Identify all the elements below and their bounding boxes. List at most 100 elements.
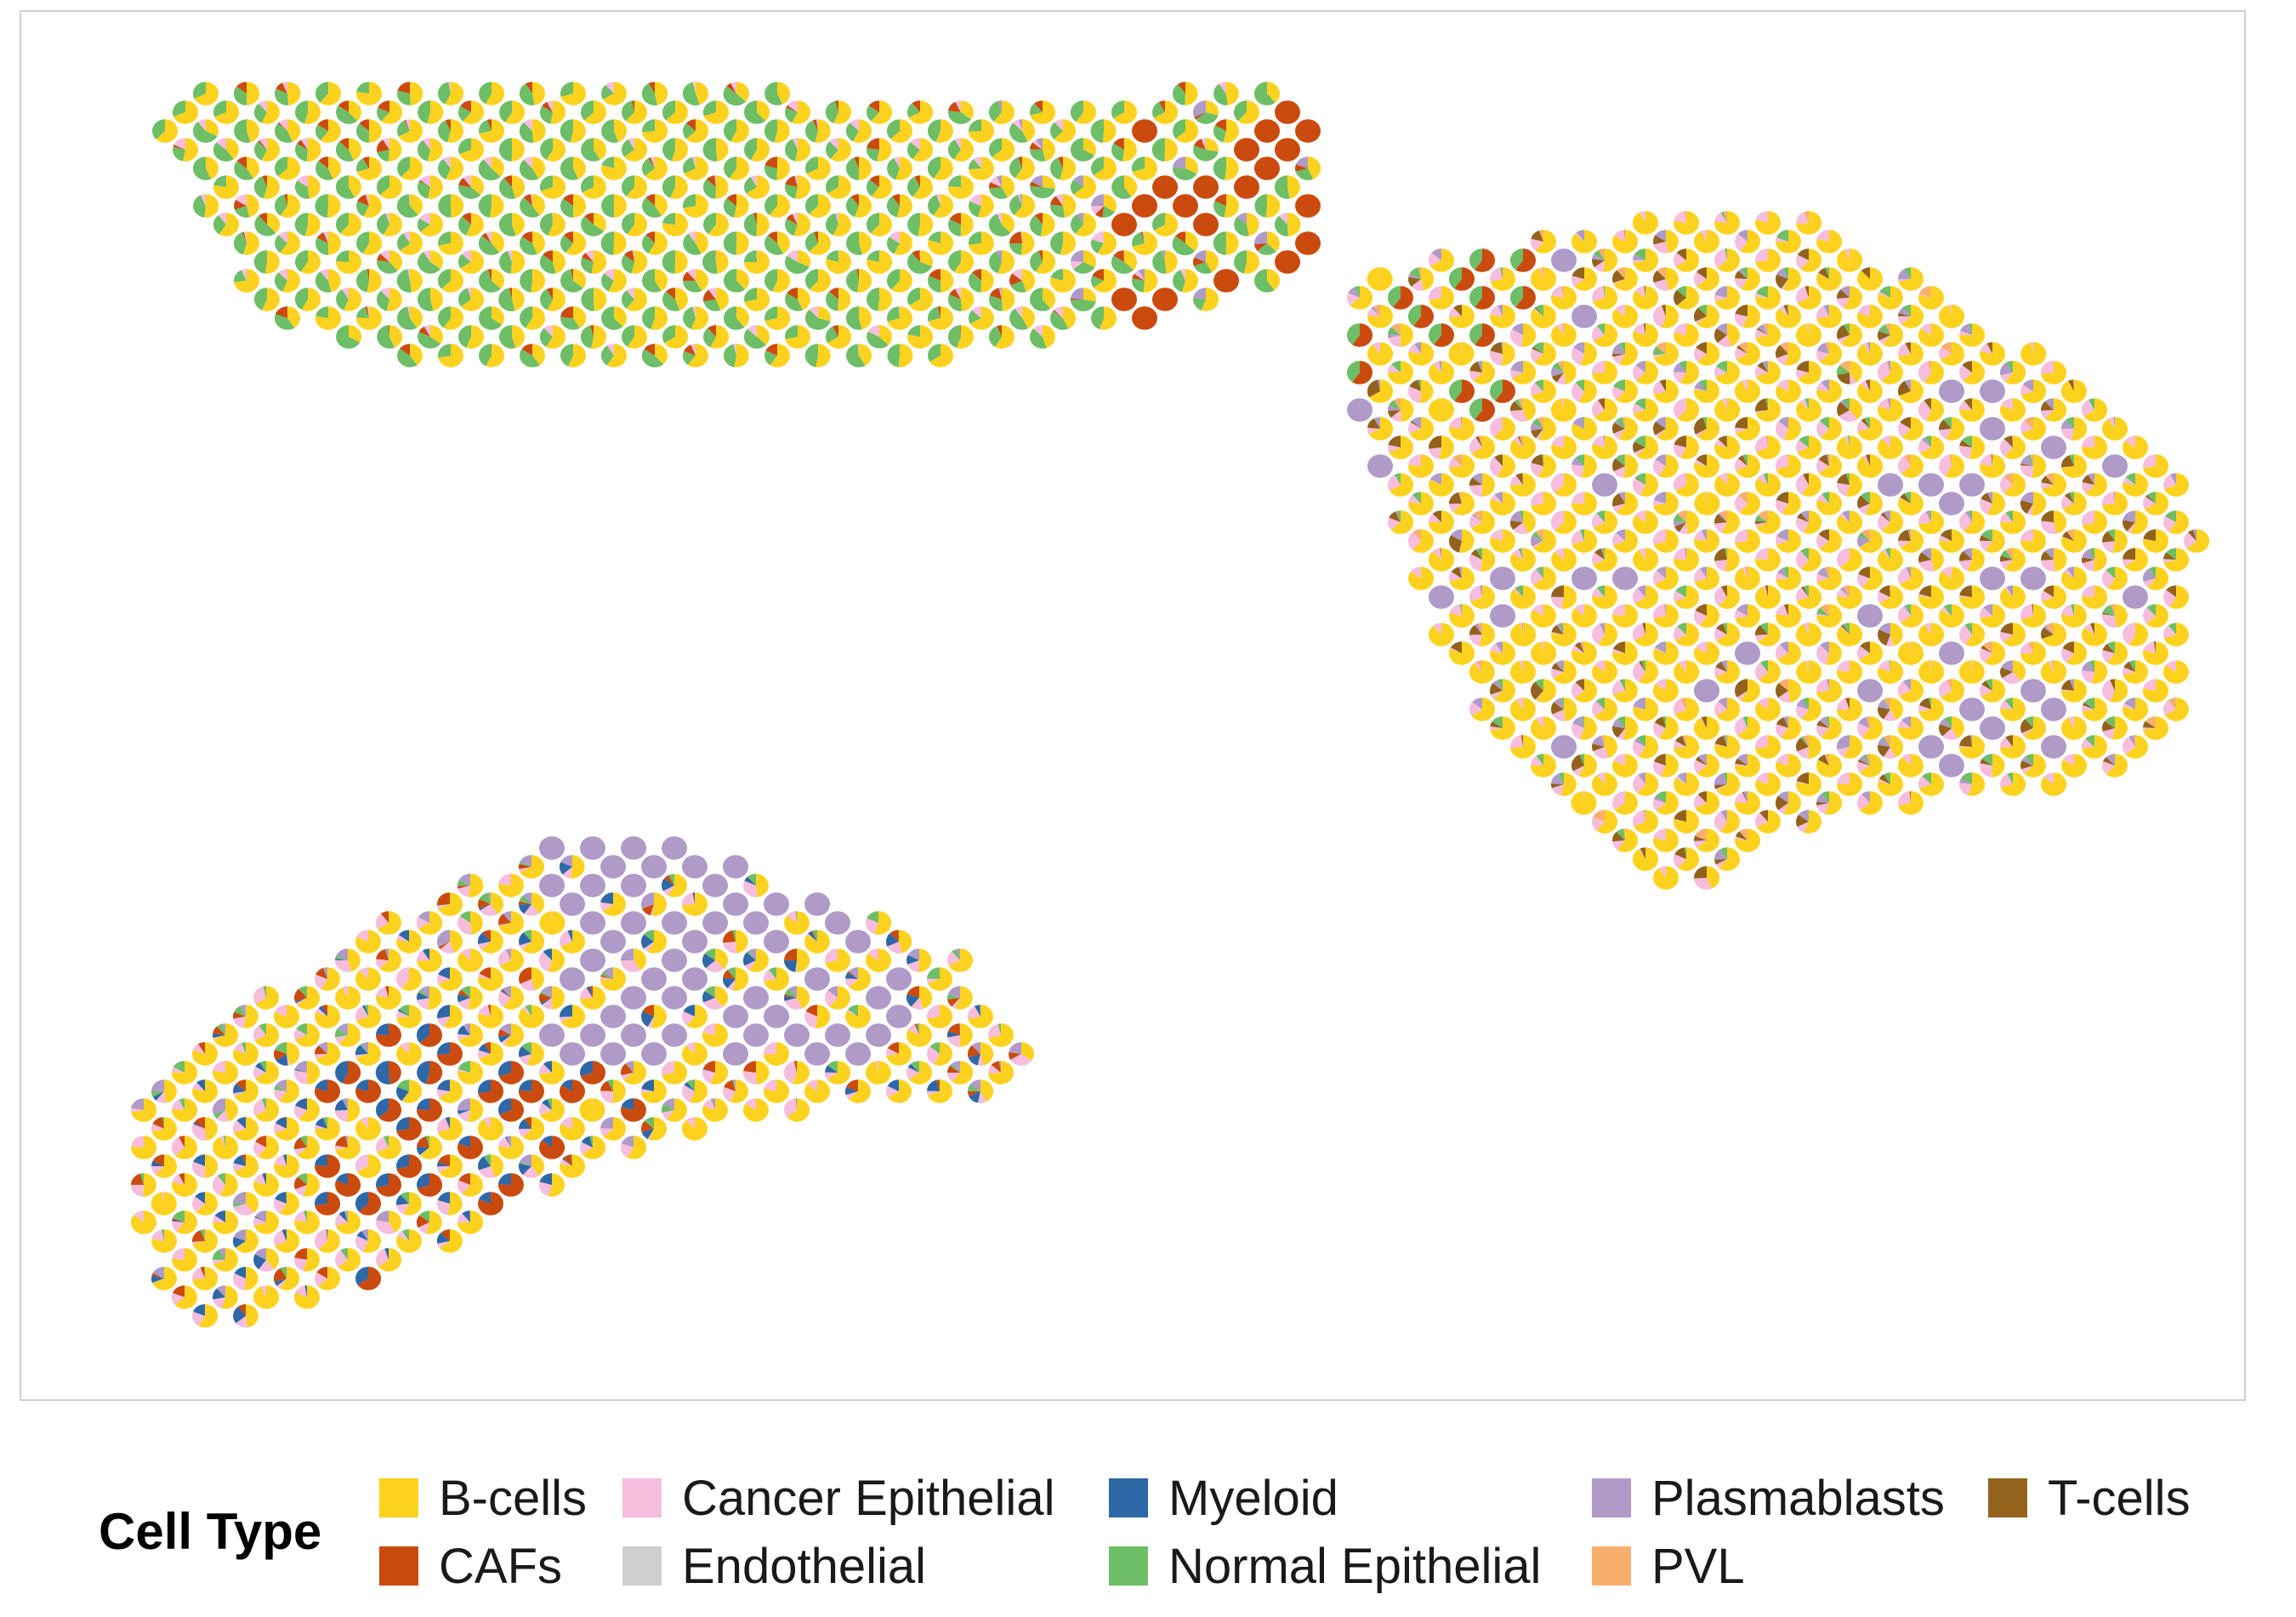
slice-plasmablasts [1738, 269, 1748, 279]
spot-pie [1490, 417, 1516, 441]
slice-normal-epithelial [1617, 716, 1625, 728]
slice-cafs [467, 288, 471, 299]
spot-pie [621, 1061, 647, 1085]
spot-pie [518, 855, 544, 879]
spot-pie [1408, 454, 1435, 478]
slice-cancer-epithelial [1816, 679, 1829, 692]
spot-pie [559, 1079, 585, 1103]
slice-cancer-epithelial [1432, 548, 1441, 560]
spot-pie [1367, 379, 1394, 403]
slice-t-cells [1878, 585, 1890, 597]
slice-normal-epithelial [1009, 122, 1028, 143]
slice-cafs [1194, 139, 1206, 150]
slice-myeloid [437, 1192, 450, 1204]
slice-plasmablasts [1073, 175, 1083, 187]
slice-cancer-epithelial [1694, 388, 1707, 391]
slice-b-cells [696, 231, 708, 254]
slice-normal-epithelial [356, 158, 369, 173]
slice-cancer-epithelial [1755, 211, 1768, 223]
slice-normal-epithelial [644, 1117, 654, 1129]
slice-cancer-epithelial [1633, 774, 1645, 794]
spot-pie [478, 306, 504, 330]
slice-pvl [1418, 267, 1421, 279]
slice-b-cells [247, 119, 260, 143]
slice-cancer-epithelial [276, 1278, 287, 1289]
slice-b-cells [1580, 342, 1597, 366]
spot-pie [622, 100, 648, 124]
slice-cancer-epithelial [295, 1285, 307, 1297]
spot-pie [1233, 100, 1259, 124]
slice-normal-epithelial [336, 105, 358, 124]
slice-cancer-epithelial [486, 231, 492, 243]
slice-normal-epithelial [1500, 267, 1503, 279]
spot-pie [804, 1005, 831, 1028]
slice-b-cells [1958, 660, 1985, 684]
slice-b-cells [877, 138, 892, 162]
spot-pie [1735, 417, 1760, 441]
slice-b-cells [992, 138, 1015, 162]
slice-b-cells [1819, 454, 1843, 478]
slice-cafs [892, 194, 900, 206]
slice-t-cells [1550, 702, 1564, 715]
slice-plasmablasts [1819, 716, 1829, 728]
spot-pie [2081, 436, 2107, 459]
slice-normal-epithelial [1387, 286, 1401, 308]
slice-b-cells [1390, 473, 1414, 497]
spot-pie [845, 119, 872, 143]
slice-b-cells [1591, 585, 1617, 609]
slice-b-cells [151, 1117, 177, 1141]
slice-normal-epithelial [1253, 269, 1275, 293]
slice-normal-epithelial [886, 236, 900, 254]
slice-b-cells [303, 1248, 320, 1272]
slice-normal-epithelial [744, 100, 765, 124]
spot-pie [518, 1154, 544, 1178]
slice-b-cells [2040, 660, 2066, 684]
slice-cancer-epithelial [620, 959, 641, 972]
slice-cafs [1215, 119, 1226, 131]
spot-pie [600, 82, 627, 105]
slice-cancer-epithelial [2102, 680, 2115, 702]
slice-t-cells [1776, 492, 1788, 504]
spot-pie [989, 138, 1015, 162]
slice-plasmablasts [2124, 697, 2135, 709]
slice-cancer-epithelial [1592, 286, 1605, 302]
spot-pie [1674, 623, 1700, 646]
spot-pie [702, 288, 729, 311]
slice-cafs [274, 1049, 287, 1061]
spot-pie [1633, 548, 1659, 572]
slice-b-cells [2112, 529, 2128, 553]
slice-cancer-epithelial [375, 914, 389, 930]
slice-b-cells [756, 213, 770, 236]
slice-plasmablasts [436, 930, 450, 948]
legend-swatch [1109, 1478, 1148, 1517]
spot-pie [1469, 286, 1495, 310]
spot-pie [1713, 772, 1741, 796]
spot-pie [436, 1229, 463, 1253]
spot-pie [417, 288, 443, 311]
slice-cancer-epithelial [235, 1241, 246, 1249]
slice-b-cells [1578, 379, 1597, 403]
spot-pie [355, 269, 382, 293]
slice-cafs [1352, 361, 1372, 384]
spot-pie [947, 288, 975, 311]
slice-cafs [968, 1045, 980, 1058]
spot-pie [1611, 754, 1638, 777]
spot-pie [1938, 417, 1965, 441]
spot-pie [1734, 267, 1760, 291]
slice-cafs [645, 231, 655, 243]
slice-cancer-epithelial [232, 1273, 246, 1290]
slice-cancer-epithelial [867, 948, 878, 960]
slice-plasmablasts [1779, 641, 1788, 653]
slice-cafs [1058, 157, 1063, 168]
slice-cancer-epithelial [1755, 548, 1768, 560]
slice-normal-epithelial [315, 237, 328, 255]
slice-myeloid [375, 1061, 391, 1085]
slice-t-cells [2090, 623, 2094, 635]
slice-cancer-epithelial [1551, 286, 1564, 298]
slice-plasmablasts [849, 967, 858, 979]
slice-cancer-epithelial [865, 918, 878, 934]
spot-pie [866, 175, 893, 199]
spot-pie [1633, 697, 1659, 721]
slice-b-cells [1490, 716, 1515, 740]
spot-pie [1754, 623, 1781, 646]
